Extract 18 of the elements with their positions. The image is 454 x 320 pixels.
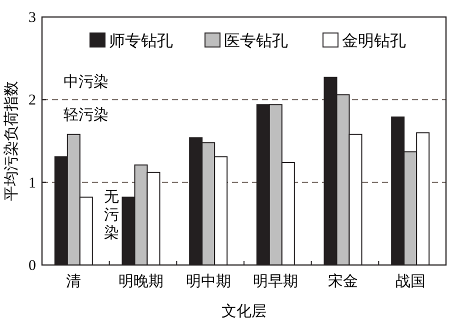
y-axis-title: 平均污染负荷指数 bbox=[3, 81, 20, 201]
legend-label: 医专钻孔 bbox=[224, 32, 288, 50]
annotation: 中污染 bbox=[64, 73, 108, 90]
annotation: 无污染 bbox=[104, 190, 119, 242]
x-tick-label: 战国 bbox=[395, 273, 426, 290]
x-tick-label: 明晚期 bbox=[118, 273, 164, 290]
x-tick-label: 清 bbox=[66, 273, 82, 290]
annotation: 轻污染 bbox=[64, 106, 108, 124]
x-tick-label: 明早期 bbox=[253, 273, 298, 290]
y-tick-label: 3 bbox=[28, 10, 36, 26]
y-tick-label: 0 bbox=[28, 258, 36, 274]
y-tick-label: 1 bbox=[28, 175, 36, 192]
x-tick-label: 明中期 bbox=[186, 273, 231, 290]
y-tick-label: 2 bbox=[28, 92, 36, 109]
x-axis-title: 文化层 bbox=[222, 303, 266, 320]
legend-label: 师专钻孔 bbox=[109, 32, 173, 50]
legend-label: 金明钻孔 bbox=[342, 33, 406, 50]
x-tick-label: 宋金 bbox=[328, 273, 358, 290]
